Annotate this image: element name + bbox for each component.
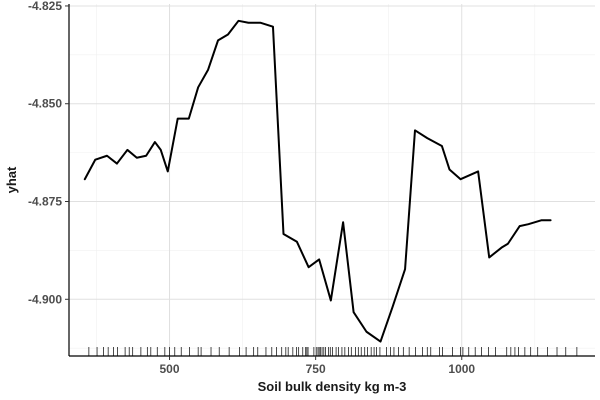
x-tick-label: 500 [160, 362, 180, 376]
axes [65, 4, 595, 360]
x-axis-title: Soil bulk density kg m-3 [258, 379, 407, 394]
tick-labels: 500 750 1000 -4.825 -4.850 -4.875 -4.900 [28, 0, 475, 376]
series-layer [83, 19, 552, 343]
y-tick-label: -4.900 [28, 292, 62, 306]
y-tick-label: -4.825 [28, 0, 62, 13]
y-tick-label: -4.850 [28, 97, 62, 111]
x-tick-label: 750 [306, 362, 326, 376]
y-tick-label: -4.875 [28, 195, 62, 209]
x-tick-label: 1000 [448, 362, 475, 376]
grid [69, 4, 595, 356]
y-axis-title: yhat [4, 166, 19, 193]
plot-panel [69, 4, 595, 356]
rug-plot [88, 347, 578, 356]
series-line [83, 19, 552, 343]
